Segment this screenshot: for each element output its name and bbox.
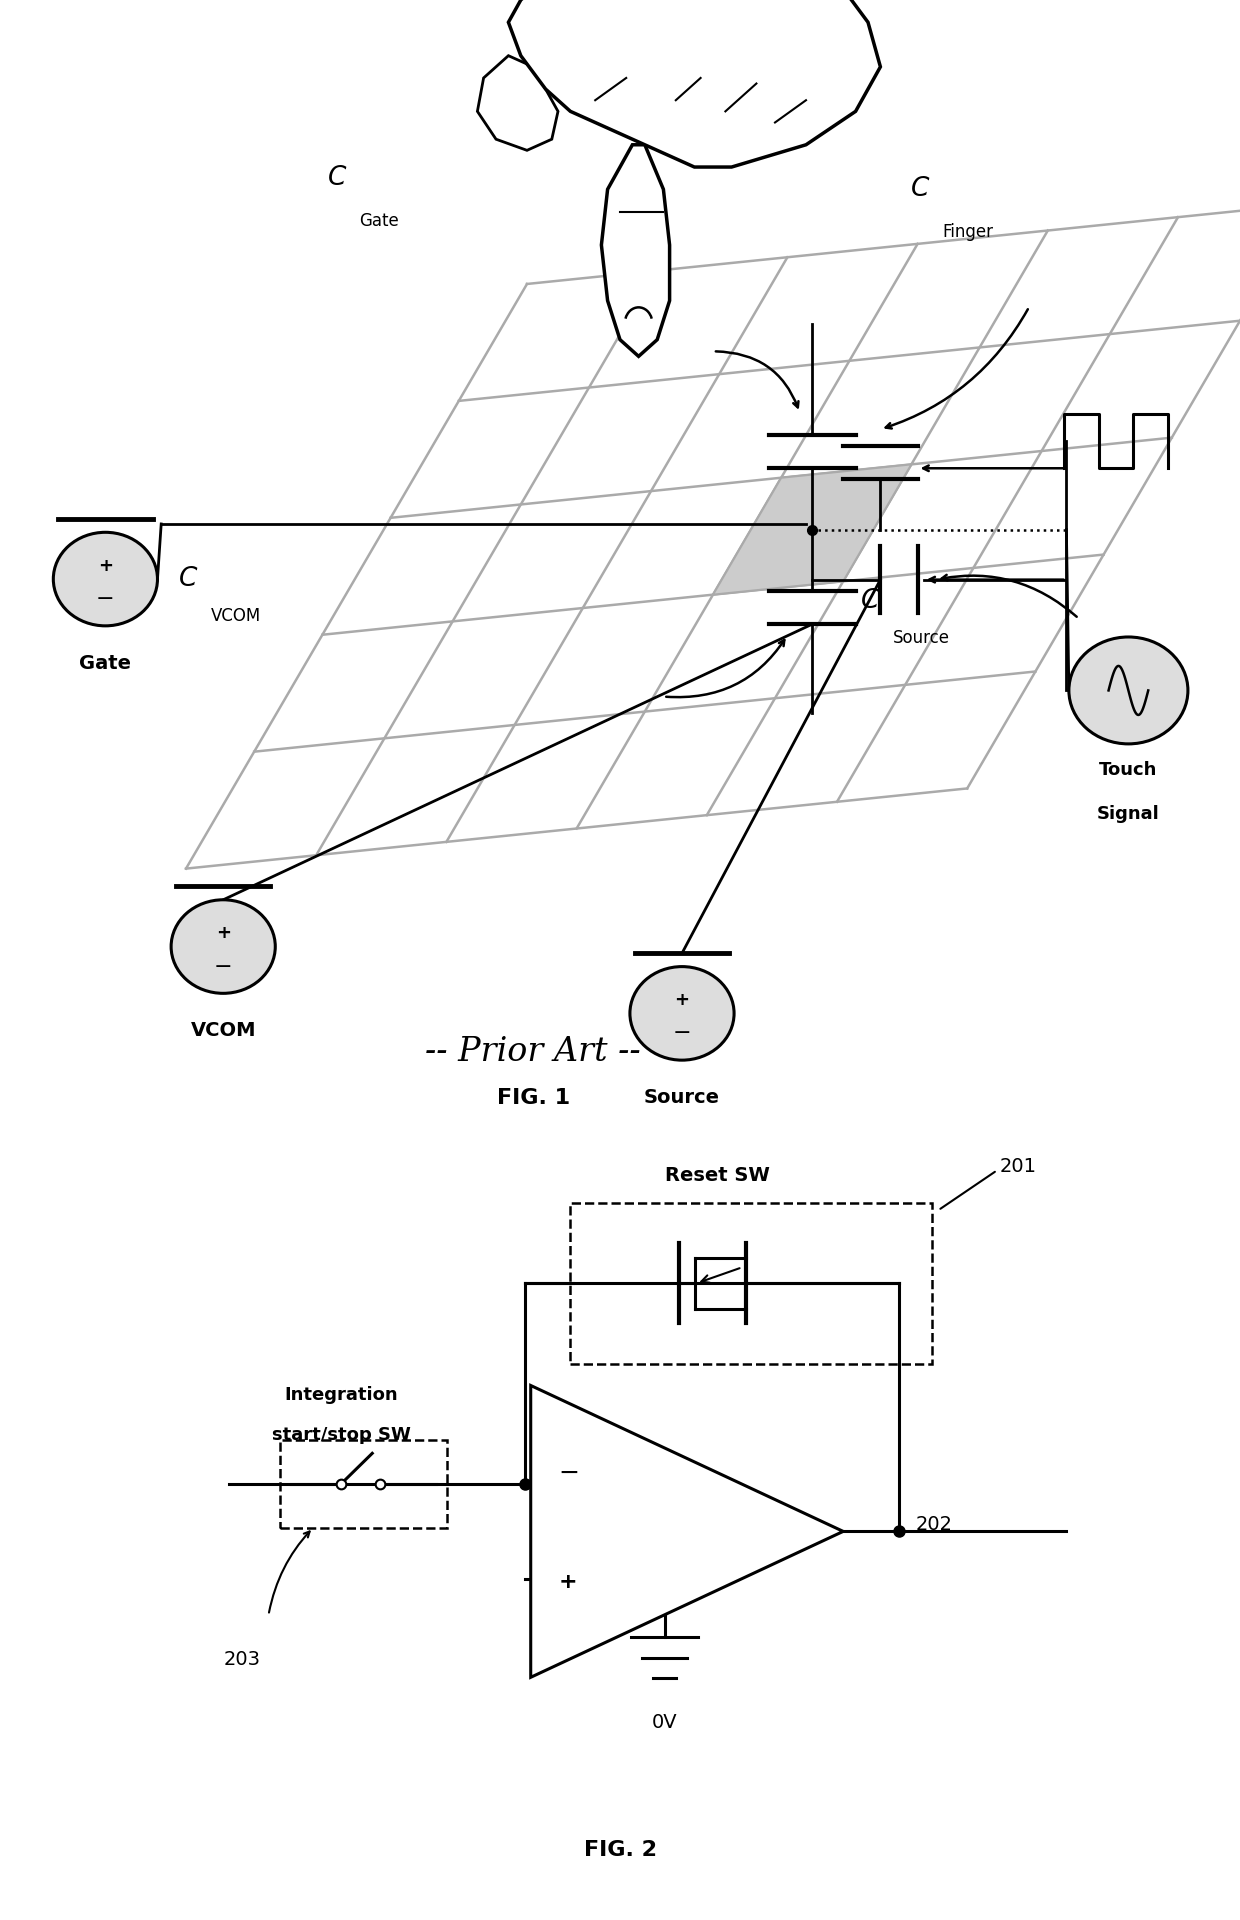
Text: +: + — [216, 924, 231, 943]
Text: Integration: Integration — [284, 1386, 398, 1404]
Circle shape — [1069, 637, 1188, 743]
Text: VCOM: VCOM — [191, 1021, 255, 1041]
Text: 201: 201 — [999, 1158, 1037, 1177]
Polygon shape — [601, 144, 670, 357]
Text: $C$: $C$ — [327, 165, 347, 192]
Text: 0V: 0V — [652, 1713, 677, 1732]
Text: start/stop SW: start/stop SW — [272, 1427, 410, 1444]
Polygon shape — [531, 1386, 843, 1678]
Text: -- Prior Art --: -- Prior Art -- — [425, 1037, 641, 1068]
Text: Source: Source — [644, 1089, 720, 1108]
Polygon shape — [713, 465, 911, 595]
Text: $C$: $C$ — [179, 566, 198, 591]
Circle shape — [171, 900, 275, 993]
Text: VCOM: VCOM — [211, 607, 262, 624]
Text: Finger: Finger — [942, 223, 993, 240]
Text: FIG. 2: FIG. 2 — [584, 1839, 656, 1860]
Text: 202: 202 — [915, 1515, 952, 1534]
Text: Gate: Gate — [79, 653, 131, 672]
Circle shape — [630, 966, 734, 1060]
Text: Touch: Touch — [1099, 760, 1158, 780]
Text: $C$: $C$ — [910, 177, 930, 202]
Text: Signal: Signal — [1097, 804, 1159, 824]
Text: +: + — [559, 1572, 578, 1592]
Text: Reset SW: Reset SW — [665, 1165, 770, 1185]
Text: −: − — [559, 1461, 579, 1484]
Polygon shape — [508, 0, 880, 167]
Text: Gate: Gate — [360, 211, 399, 230]
Text: +: + — [98, 557, 113, 574]
Text: +: + — [675, 991, 689, 1010]
Text: −: − — [213, 956, 233, 977]
Text: FIG. 1: FIG. 1 — [497, 1089, 569, 1108]
Text: Source: Source — [893, 630, 950, 647]
Polygon shape — [477, 56, 558, 150]
Text: $C$: $C$ — [861, 588, 880, 614]
Text: 203: 203 — [224, 1649, 260, 1668]
Circle shape — [53, 532, 157, 626]
Text: −: − — [672, 1023, 692, 1043]
Text: −: − — [95, 589, 115, 609]
